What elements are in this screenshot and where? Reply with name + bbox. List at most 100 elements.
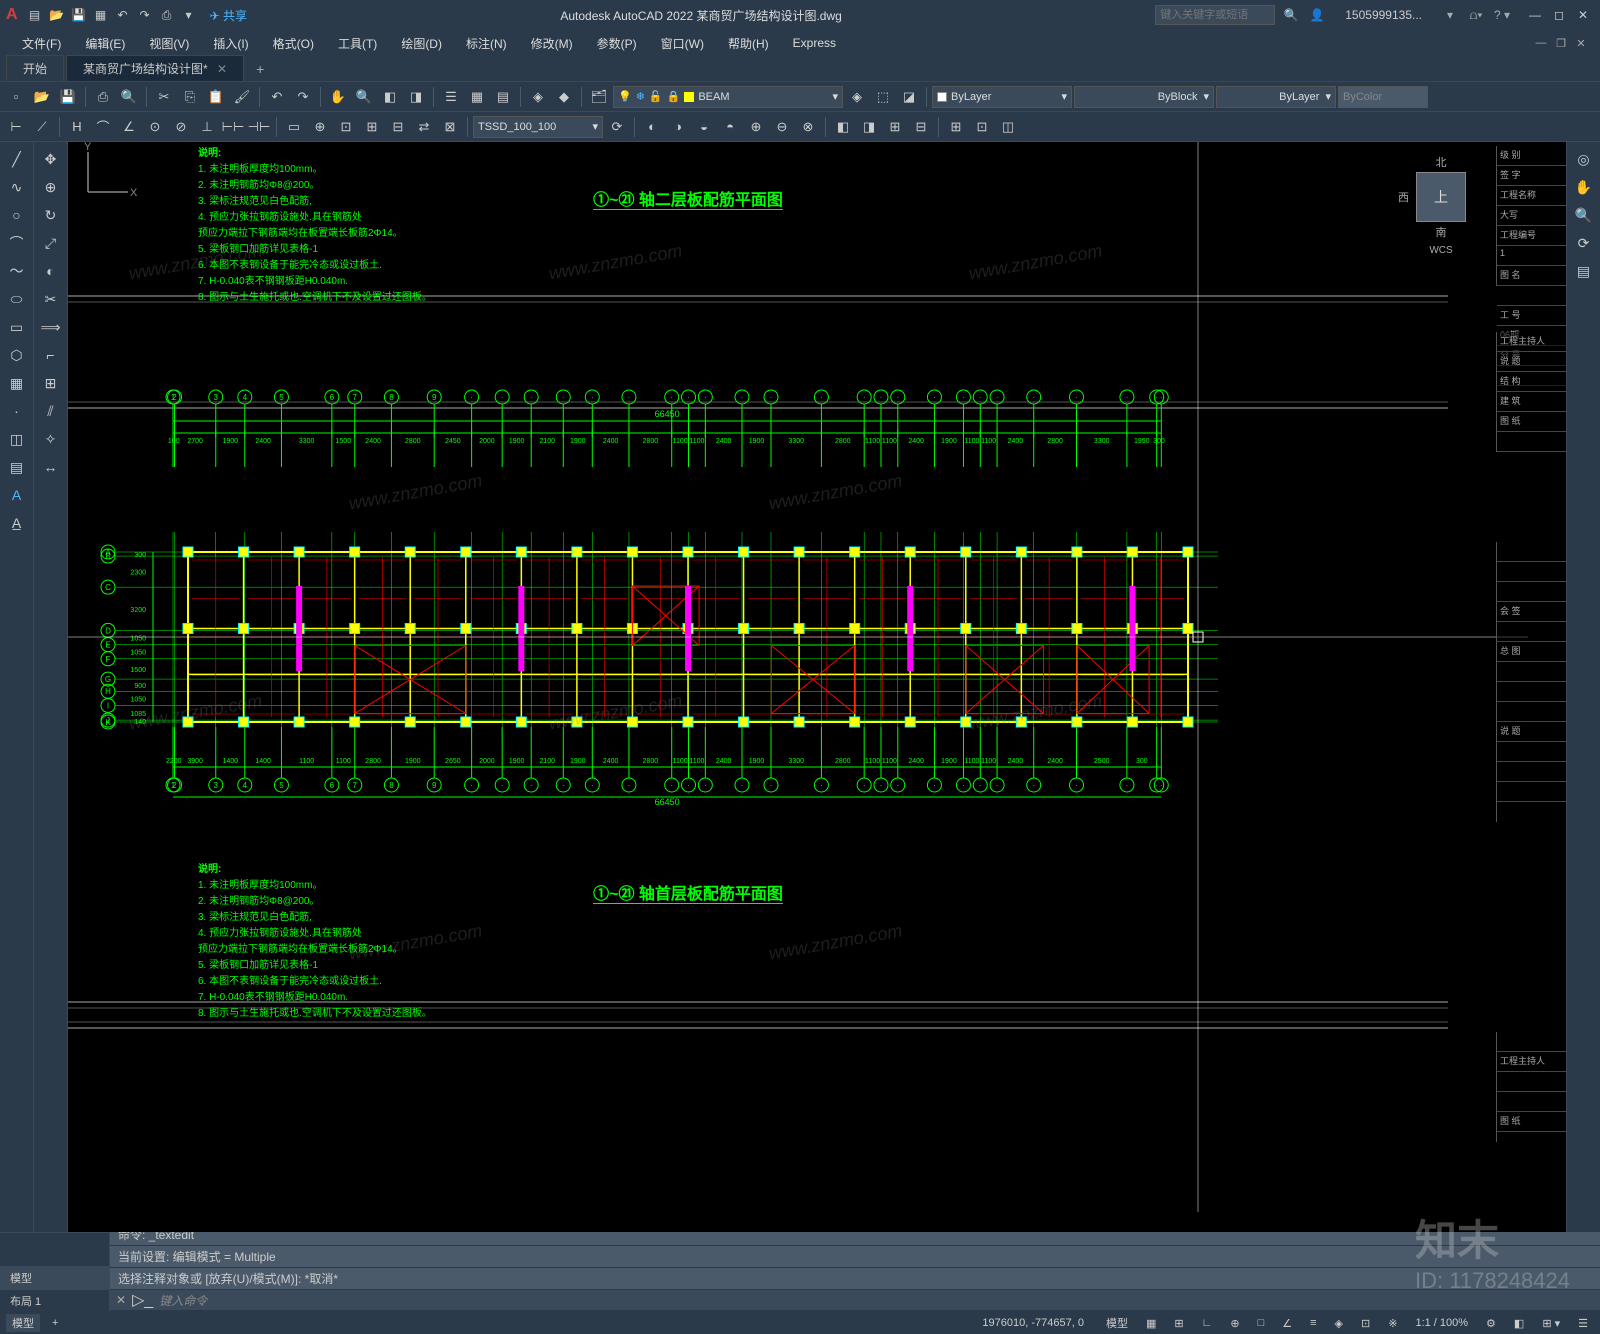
- print-btn[interactable]: ⎙: [91, 85, 115, 109]
- la2-btn[interactable]: ◆: [552, 85, 576, 109]
- match-btn[interactable]: 🖌: [230, 85, 254, 109]
- spline-tool[interactable]: 〜: [2, 258, 32, 284]
- basket-icon[interactable]: ▾: [1440, 5, 1460, 25]
- ann-toggle[interactable]: ⊞ ▾: [1536, 1314, 1566, 1332]
- menu-parametric[interactable]: 参数(P): [585, 35, 649, 52]
- mirror-tool[interactable]: ◐: [36, 258, 66, 284]
- layout-tab-1[interactable]: 布局 1: [0, 1289, 109, 1312]
- dim-ang-btn[interactable]: ∠: [117, 115, 141, 139]
- menu-dimension[interactable]: 标注(N): [454, 35, 519, 52]
- menu-window[interactable]: 窗口(W): [649, 35, 716, 52]
- open-icon[interactable]: 📂: [48, 6, 66, 24]
- menu-help[interactable]: 帮助(H): [716, 35, 781, 52]
- menu-file[interactable]: 文件(F): [10, 35, 73, 52]
- new-btn[interactable]: ▫: [4, 85, 28, 109]
- help-icon[interactable]: ? ▾: [1492, 5, 1512, 25]
- new-icon[interactable]: ▤: [26, 6, 44, 24]
- sel-toggle[interactable]: ※: [1382, 1314, 1403, 1332]
- nav-orbit[interactable]: ⟳: [1569, 230, 1599, 256]
- paste-btn[interactable]: 📋: [204, 85, 228, 109]
- dim-spc-btn[interactable]: ⇄: [412, 115, 436, 139]
- explode-tool[interactable]: ✧: [36, 426, 66, 452]
- dim-tol-btn[interactable]: ▭: [282, 115, 306, 139]
- copy-tool[interactable]: ⊕: [36, 174, 66, 200]
- search-icon[interactable]: 🔍: [1281, 5, 1301, 25]
- layer-btn[interactable]: ◈: [526, 85, 550, 109]
- dim-linear-btn[interactable]: ⊢: [4, 115, 28, 139]
- mod4-btn[interactable]: ◓: [718, 115, 742, 139]
- doc-restore-button[interactable]: ❐: [1552, 35, 1570, 51]
- user-icon[interactable]: 👤: [1307, 5, 1327, 25]
- lwt-toggle[interactable]: ≡: [1304, 1314, 1322, 1332]
- dim-arc-btn[interactable]: ⌒: [91, 115, 115, 139]
- transparency-toggle[interactable]: ◈: [1329, 1314, 1349, 1332]
- linetype-dropdown[interactable]: ByLayer▾: [1216, 86, 1336, 108]
- arc-tool[interactable]: ⌒: [2, 230, 32, 256]
- dim-aligned-btn[interactable]: ⟋: [30, 115, 54, 139]
- print-icon[interactable]: ⎙: [158, 6, 176, 24]
- close-button[interactable]: ✕: [1572, 6, 1594, 24]
- mtext-tool[interactable]: A̲: [2, 510, 32, 536]
- fillet-tool[interactable]: ⌐: [36, 342, 66, 368]
- array-tool[interactable]: ⊞: [36, 370, 66, 396]
- menu-view[interactable]: 视图(V): [137, 35, 201, 52]
- tab-close-icon[interactable]: ✕: [217, 62, 227, 76]
- copy-btn[interactable]: ⎘: [178, 85, 202, 109]
- dim-ord-btn[interactable]: ⊥: [195, 115, 219, 139]
- dim-cont-btn[interactable]: ⊣⊢: [247, 115, 271, 139]
- layers-icon[interactable]: 🗂: [587, 85, 611, 109]
- nav-pan[interactable]: ✋: [1569, 174, 1599, 200]
- tool-btn[interactable]: ◧: [378, 85, 402, 109]
- preview-btn[interactable]: 🔍: [117, 85, 141, 109]
- snap-toggle[interactable]: ⊞: [1168, 1314, 1189, 1332]
- lm1-btn[interactable]: ◈: [845, 85, 869, 109]
- tab-document[interactable]: 某商贸广场结构设计图* ✕: [66, 55, 244, 81]
- nav-show[interactable]: ▤: [1569, 258, 1599, 284]
- drawing-canvas[interactable]: 66450123456789························10…: [68, 142, 1566, 1232]
- view-cube[interactable]: 北 西 上 南 WCS: [1396, 152, 1486, 242]
- undo-btn[interactable]: ↶: [265, 85, 289, 109]
- region-tool[interactable]: ◫: [2, 426, 32, 452]
- app-switch-icon[interactable]: ⩍▾: [1466, 5, 1486, 25]
- polar-toggle[interactable]: ⊕: [1224, 1314, 1245, 1332]
- doc-min-button[interactable]: —: [1532, 35, 1550, 51]
- menu-tools[interactable]: 工具(T): [326, 35, 389, 52]
- tbl2-btn[interactable]: ⊡: [970, 115, 994, 139]
- dim-ed2-btn[interactable]: ⊟: [386, 115, 410, 139]
- saveas-icon[interactable]: ▦: [92, 6, 110, 24]
- menu-format[interactable]: 格式(O): [261, 35, 326, 52]
- iso-toggle[interactable]: ◧: [1508, 1314, 1530, 1332]
- mod1-btn[interactable]: ◐: [640, 115, 664, 139]
- command-input[interactable]: ✕ ▷_ 键入命令: [110, 1290, 1600, 1310]
- zoom-btn[interactable]: 🔍: [352, 85, 376, 109]
- viewcube-top[interactable]: 上: [1416, 172, 1466, 222]
- save-btn[interactable]: 💾: [56, 85, 80, 109]
- model-button[interactable]: 模型: [6, 1314, 40, 1332]
- dim-brk-btn[interactable]: ⊠: [438, 115, 462, 139]
- osnap-toggle[interactable]: □: [1252, 1314, 1271, 1332]
- circle-tool[interactable]: ○: [2, 202, 32, 228]
- sheet-btn[interactable]: ▦: [465, 85, 489, 109]
- dim-base-btn[interactable]: ⊢⊢: [221, 115, 245, 139]
- ortho-toggle[interactable]: ∟: [1196, 1314, 1219, 1332]
- rect-tool[interactable]: ▭: [2, 314, 32, 340]
- color-dropdown[interactable]: ByLayer▾: [932, 86, 1072, 108]
- menu-draw[interactable]: 绘图(D): [389, 35, 454, 52]
- cust-toggle[interactable]: ☰: [1572, 1314, 1594, 1332]
- dim-cen-btn[interactable]: ⊕: [308, 115, 332, 139]
- tab-start[interactable]: 开始: [6, 55, 64, 81]
- mod3-btn[interactable]: ◒: [692, 115, 716, 139]
- redo-btn[interactable]: ↷: [291, 85, 315, 109]
- search-input[interactable]: [1155, 5, 1275, 25]
- text-tool[interactable]: A: [2, 482, 32, 508]
- open-btn[interactable]: 📂: [30, 85, 54, 109]
- polygon-tool[interactable]: ⬡: [2, 342, 32, 368]
- vp2-btn[interactable]: ◨: [857, 115, 881, 139]
- menu-edit[interactable]: 编辑(E): [73, 35, 137, 52]
- grid-toggle[interactable]: ▦: [1140, 1314, 1162, 1332]
- undo-icon[interactable]: ↶: [114, 6, 132, 24]
- mod7-btn[interactable]: ⊗: [796, 115, 820, 139]
- tab-add-button[interactable]: +: [246, 57, 274, 81]
- vp4-btn[interactable]: ⊟: [909, 115, 933, 139]
- scale-tool[interactable]: ⤢: [36, 230, 66, 256]
